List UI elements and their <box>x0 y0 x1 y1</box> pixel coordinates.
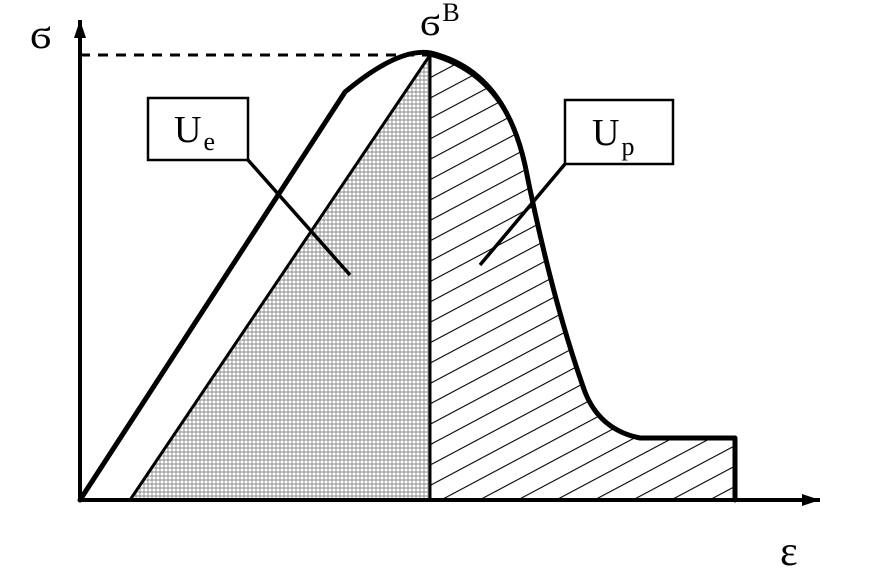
sigma-axis-label: ϭ <box>30 12 51 58</box>
epsilon-axis-label: ε <box>780 529 798 575</box>
